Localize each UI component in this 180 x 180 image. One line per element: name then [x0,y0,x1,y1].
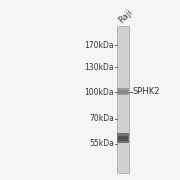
Bar [117,133,129,143]
Bar [118,136,128,141]
Text: 70kDa: 70kDa [89,114,114,123]
Text: 100kDa: 100kDa [85,88,114,97]
Text: 130kDa: 130kDa [85,63,114,72]
Bar [117,26,129,173]
Text: SPHK2: SPHK2 [132,87,160,96]
Text: Raji: Raji [117,7,134,25]
Bar [117,88,129,95]
Bar [118,90,128,94]
Text: 170kDa: 170kDa [85,41,114,50]
Text: 55kDa: 55kDa [89,139,114,148]
